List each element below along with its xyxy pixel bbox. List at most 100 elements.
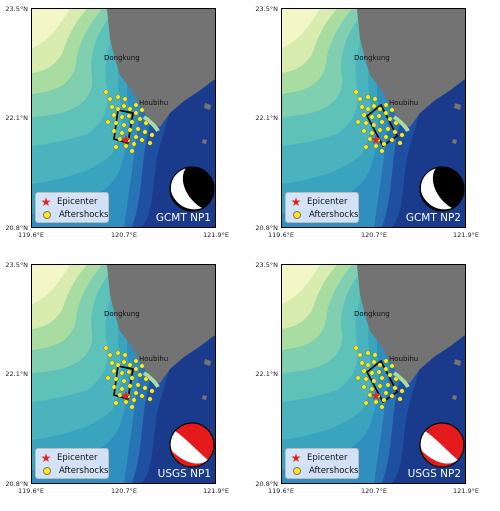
lon-tick-mid: 120.7°E <box>361 231 387 239</box>
aftershock-point <box>131 397 137 403</box>
aftershock-point <box>149 132 155 138</box>
epicenter-star: ★ <box>370 133 382 148</box>
aftershock-point <box>359 104 365 110</box>
aftershock-point <box>125 393 131 399</box>
legend-epicenter: ★ Epicenter <box>290 452 348 464</box>
aftershock-point <box>103 345 109 351</box>
aftershock-point <box>137 372 143 378</box>
lon-tick-right: 121.9°E <box>453 487 479 495</box>
aftershock-point <box>385 382 391 388</box>
aftershock-point <box>129 148 135 154</box>
aftershock-point <box>133 366 139 372</box>
aftershock-point <box>379 148 385 154</box>
aftershock-point <box>127 127 133 133</box>
aftershock-point <box>115 94 121 100</box>
aftershock-point <box>373 399 379 405</box>
lat-tick-top: 23.5°N <box>5 5 28 13</box>
aftershock-point <box>383 134 389 140</box>
aftershock-point <box>133 110 139 116</box>
bathymetry-map: ★ Dongkung Houbihu USGS NP1 ★ Epicenter … <box>31 264 216 484</box>
aftershock-point <box>105 119 111 125</box>
lat-tick-top: 23.5°N <box>255 5 278 13</box>
aftershock-point <box>135 126 141 132</box>
map-legend: ★ Epicenter Aftershocks <box>35 192 109 223</box>
aftershock-point <box>361 368 367 374</box>
aftershock-point <box>111 368 117 374</box>
panel-title: GCMT NP1 <box>155 212 211 224</box>
lon-tick-left: 119.6°E <box>18 231 44 239</box>
aftershock-point <box>365 362 371 368</box>
aftershock-point <box>129 119 135 125</box>
panel-title: USGS NP2 <box>407 468 461 480</box>
town-label-houbihu: Houbihu <box>389 355 419 363</box>
panel-title: USGS NP1 <box>157 468 211 480</box>
aftershock-point <box>365 106 371 112</box>
lat-tick-bottom: 20.8°N <box>5 480 28 488</box>
aftershock-point <box>115 350 121 356</box>
lon-tick-right: 121.9°E <box>453 231 479 239</box>
aftershock-point <box>103 89 109 95</box>
aftershock-point <box>377 106 383 112</box>
legend-aftershocks-label: Aftershocks <box>59 210 109 220</box>
aftershock-point <box>373 143 379 149</box>
aftershock-point <box>371 378 377 384</box>
aftershock-point <box>399 132 405 138</box>
aftershock-point <box>399 388 405 394</box>
fault-plane-rectangle <box>365 359 399 404</box>
aftershock-point <box>139 107 145 113</box>
bathymetry-map: ★ Dongkung Houbihu GCMT NP2 ★ Epicenter … <box>281 8 466 228</box>
town-label-houbihu: Houbihu <box>389 99 419 107</box>
bathymetry-map: ★ Dongkung Houbihu GCMT NP1 ★ Epicenter … <box>31 8 216 228</box>
focal-mechanism-beachball <box>419 422 465 468</box>
aftershock-point <box>383 110 389 116</box>
aftershock-point <box>127 106 133 112</box>
aftershock-point <box>365 350 371 356</box>
aftershock-point <box>369 386 375 392</box>
aftershock-point <box>133 134 139 140</box>
aftershock-point <box>125 137 131 143</box>
aftershock-point <box>363 400 369 406</box>
aftershock-point <box>376 113 382 119</box>
aftershock-point <box>389 363 395 369</box>
lon-tick-left: 119.6°E <box>268 487 294 495</box>
epicenter-star: ★ <box>120 389 132 404</box>
bathymetry-svg: ★ <box>32 9 215 227</box>
legend-epicenter: ★ Epicenter <box>290 196 348 208</box>
aftershock-point <box>359 360 365 366</box>
aftershock-point <box>381 397 387 403</box>
legend-epicenter-label: Epicenter <box>307 453 348 463</box>
aftershock-point <box>379 375 385 381</box>
aftershock-point <box>383 390 389 396</box>
aftershock-point <box>119 130 125 136</box>
aftershock-point <box>107 96 113 102</box>
aftershock-point <box>123 399 129 405</box>
lat-tick-mid: 22.1°N <box>5 370 28 378</box>
aftershock-point <box>377 127 383 133</box>
aftershock-point <box>389 107 395 113</box>
legend-epicenter: ★ Epicenter <box>40 452 98 464</box>
aftershock-point <box>139 393 145 399</box>
aftershock-point <box>123 143 129 149</box>
aftershock-point <box>113 376 119 382</box>
aftershock-point <box>149 388 155 394</box>
lon-tick-right: 121.9°E <box>203 487 229 495</box>
town-label-dongkung: Dongkung <box>104 310 140 318</box>
lat-tick-mid: 22.1°N <box>255 114 278 122</box>
town-label-dongkung: Dongkung <box>104 54 140 62</box>
aftershock-point <box>389 137 395 143</box>
legend-aftershocks: Aftershocks <box>290 465 358 477</box>
aftershock-point <box>119 386 125 392</box>
aftershock-point <box>389 393 395 399</box>
panel-title: GCMT NP2 <box>405 212 461 224</box>
focal-mechanism-beachball <box>169 166 215 212</box>
focal-mechanism-beachball <box>169 422 215 468</box>
aftershock-point <box>119 114 125 120</box>
aftershock-point <box>107 352 113 358</box>
star-icon: ★ <box>40 195 52 209</box>
aftershock-point <box>147 140 153 146</box>
legend-epicenter-label: Epicenter <box>57 453 98 463</box>
aftershock-point <box>121 359 127 365</box>
aftershock-point <box>121 378 127 384</box>
aftershock-point <box>142 129 148 135</box>
epicenter-star: ★ <box>370 389 382 404</box>
